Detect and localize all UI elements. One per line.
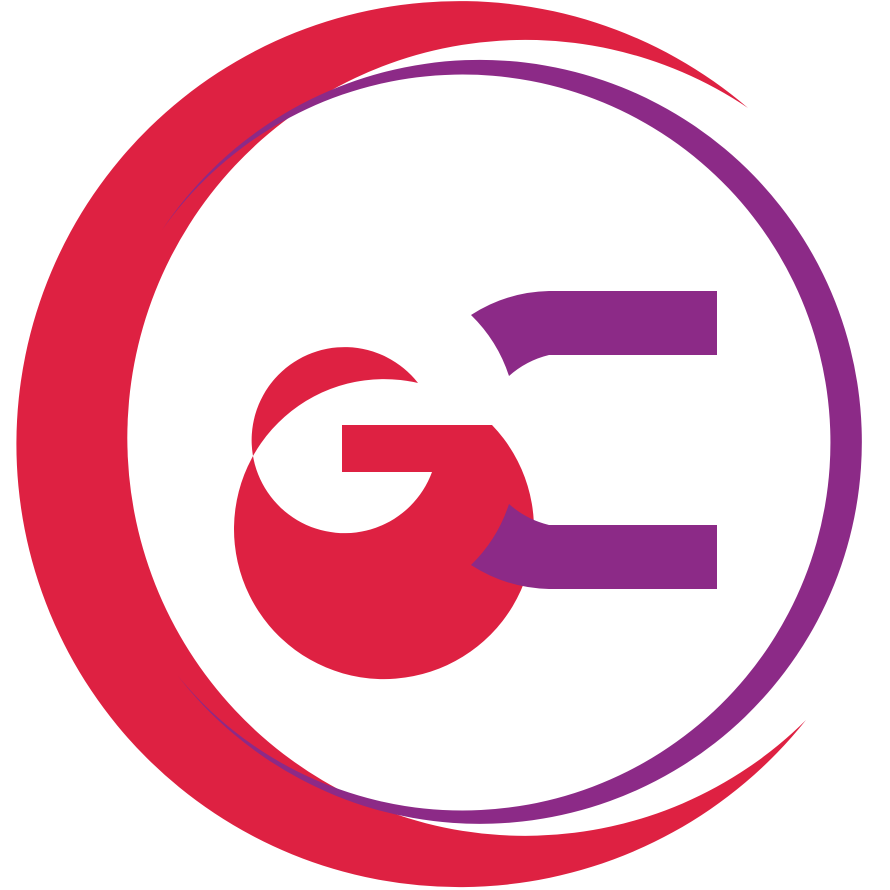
inner-purple-crescent: [162, 59, 862, 824]
letter-c: [471, 291, 717, 589]
letter-g: [233, 347, 534, 680]
